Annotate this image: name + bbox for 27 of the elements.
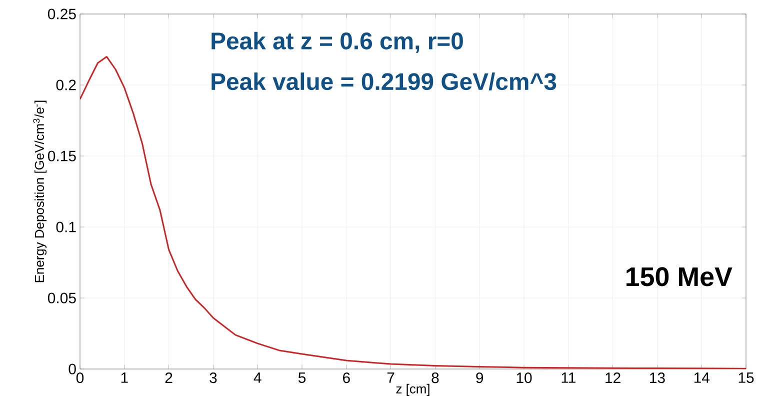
x-tick-label: 1	[121, 372, 128, 383]
x-tick-label: 8	[432, 372, 439, 384]
x-tick-label: 10	[516, 372, 532, 384]
x-tick-label: 7	[387, 372, 394, 383]
y-tick-label: 0	[68, 364, 76, 374]
x-tick-label: 15	[738, 372, 754, 383]
x-tick-label: 13	[650, 372, 665, 384]
annotation: 150 MeV	[626, 267, 732, 286]
x-tick-label: 12	[606, 372, 620, 383]
annotation: Peak at z = 0.6 cm, r=0	[212, 32, 463, 53]
x-tick-label: 14	[694, 372, 710, 383]
y-tick-label: 0.1	[56, 222, 76, 232]
x-tick-label: 3	[210, 372, 217, 384]
y-axis-title: Energy Deposition [GeV/cm$^{3}$/e$^{-}$]	[33, 100, 47, 282]
x-tick-label: 0	[76, 372, 84, 384]
x-tick-label: 5	[298, 372, 306, 383]
x-tick-label: 2	[165, 372, 172, 383]
y-tick-label: 0.2	[56, 80, 76, 90]
annotation: Peak value = 0.2199 GeV/cm^3	[212, 72, 556, 90]
y-tick-label: 0.15	[48, 150, 76, 162]
x-tick-label: 11	[562, 372, 576, 383]
y-tick-label: 0.25	[48, 8, 76, 20]
y-tick-label: 0.05	[48, 292, 76, 304]
x-tick-label: 9	[476, 372, 484, 384]
x-axis-title: z [cm]	[396, 384, 430, 396]
x-tick-label: 4	[254, 372, 262, 383]
x-tick-label: 6	[343, 372, 350, 384]
